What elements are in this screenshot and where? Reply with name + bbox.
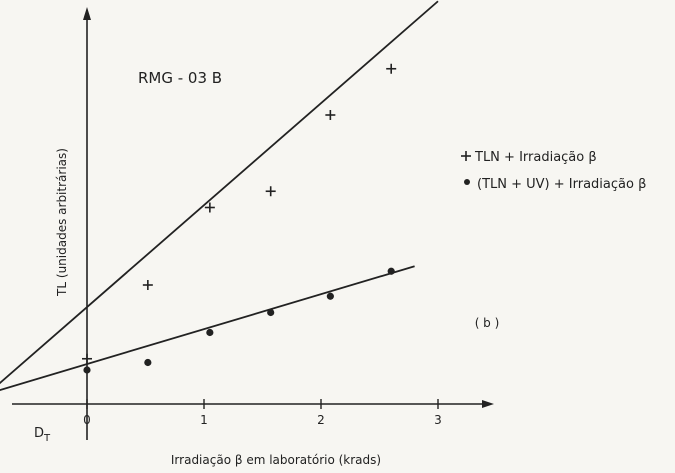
x-axis-arrow	[482, 400, 494, 408]
plus-point	[386, 64, 396, 74]
circle-point	[267, 309, 274, 316]
dt-label-main: D	[34, 426, 44, 441]
legend-entry-tln: TLN + Irradiação β	[474, 150, 597, 165]
x-tick-label: 2	[317, 413, 325, 427]
circle-point	[327, 293, 334, 300]
circle-point	[83, 366, 90, 373]
plus-point	[143, 280, 153, 290]
circle-point	[388, 268, 395, 275]
legend-circle-marker	[464, 179, 470, 185]
dt-label-subscript: T	[43, 433, 51, 444]
x-tick-label: 3	[434, 413, 442, 427]
legend-entry-tln-uv: (TLN + UV) + Irradiação β	[477, 177, 646, 192]
annotation-label: RMG - 03 B	[138, 69, 222, 87]
x-axis-label: Irradiação β em laboratório (krads)	[171, 453, 381, 467]
data-marks	[82, 64, 396, 374]
panel-label: ( b )	[475, 316, 500, 330]
y-axis-arrow	[83, 7, 91, 20]
plus-point	[325, 110, 335, 120]
circle-point	[144, 359, 151, 366]
legend-plus-marker	[461, 151, 471, 161]
circle-point	[206, 329, 213, 336]
plus-point	[266, 186, 276, 196]
axes	[0, 7, 494, 440]
dt-label: DT	[34, 426, 51, 444]
x-tick-label: 0	[83, 413, 91, 427]
y-axis-label: TL (unidades arbitrárias)	[55, 148, 69, 297]
x-tick-label: 1	[200, 413, 208, 427]
legend-plus	[461, 151, 471, 161]
legend: TLN + Irradiação β (TLN + UV) + Irradiaç…	[461, 150, 646, 192]
